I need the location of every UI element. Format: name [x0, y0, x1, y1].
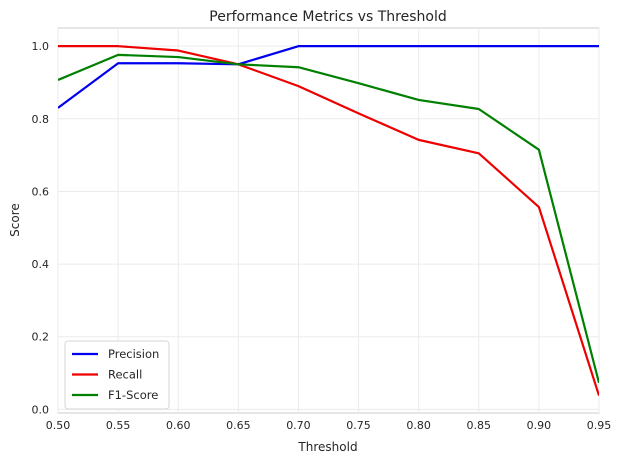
x-tick-label: 0.50: [46, 419, 71, 432]
y-tick-label: 1.0: [32, 40, 50, 53]
legend-label: F1-Score: [108, 388, 158, 402]
y-tick-label: 0.0: [32, 403, 50, 416]
series-line-recall: [58, 45, 599, 396]
x-tick-label: 0.80: [406, 419, 431, 432]
legend: Precision Recall F1-Score: [64, 340, 170, 410]
grid: [57, 28, 600, 413]
y-tick-label: 0.2: [32, 331, 50, 344]
x-tick-label: 0.90: [527, 419, 552, 432]
y-axis-title: Score: [8, 203, 22, 237]
series-layer: [58, 45, 599, 396]
x-tick-label: 0.55: [106, 419, 131, 432]
y-axis: 0.0 0.2 0.4 0.6 0.8 1.0: [32, 40, 50, 416]
y-tick-label: 0.4: [32, 258, 50, 271]
series-line-precision: [58, 45, 599, 109]
legend-box: [64, 340, 170, 410]
x-tick-label: 0.65: [226, 419, 251, 432]
x-axis: 0.50 0.55 0.60 0.65 0.70 0.75 0.80 0.85 0.90 0.95: [46, 419, 612, 432]
series-line-f1-score: [58, 53, 599, 384]
x-tick-label: 0.60: [166, 419, 191, 432]
legend-label: Recall: [108, 368, 142, 382]
y-tick-label: 0.6: [32, 185, 50, 198]
x-axis-title: Threshold: [297, 440, 357, 454]
x-tick-label: 0.95: [587, 419, 612, 432]
legend-label: Precision: [108, 347, 159, 361]
x-tick-label: 0.70: [286, 419, 311, 432]
y-tick-label: 0.8: [32, 113, 50, 126]
chart-title: Performance Metrics vs Threshold: [209, 9, 446, 25]
x-tick-label: 0.85: [467, 419, 492, 432]
x-tick-label: 0.75: [346, 419, 371, 432]
